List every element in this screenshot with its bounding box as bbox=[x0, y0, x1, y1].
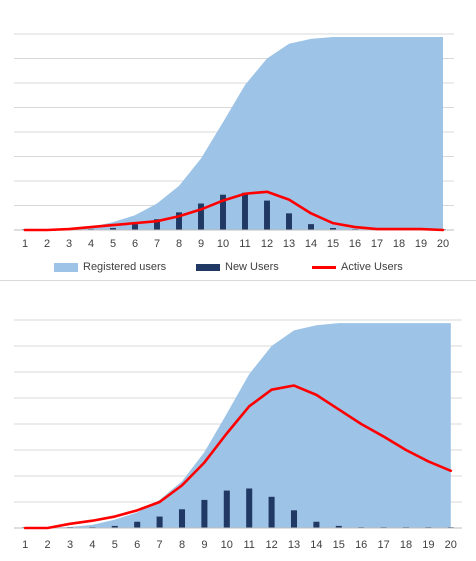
x-tick-label-20: 20 bbox=[445, 539, 457, 551]
legend-swatch-new-users bbox=[196, 263, 220, 271]
bar-new-users-7 bbox=[154, 219, 160, 230]
bar-new-users-13 bbox=[290, 510, 298, 528]
x-tick-label-3: 3 bbox=[67, 539, 73, 551]
x-tick-label-20: 20 bbox=[437, 238, 449, 250]
bar-new-users-11 bbox=[246, 488, 253, 528]
x-tick-label-7: 7 bbox=[157, 539, 163, 551]
area-registered-users bbox=[25, 36, 443, 230]
x-tick-label-11: 11 bbox=[243, 539, 254, 551]
bar-new-users-9 bbox=[201, 499, 208, 528]
x-tick-label-6: 6 bbox=[134, 539, 140, 551]
x-tick-label-14: 14 bbox=[305, 238, 317, 250]
bar-new-users-12 bbox=[264, 200, 270, 230]
x-tick-label-10: 10 bbox=[217, 238, 229, 250]
x-tick-label-1: 1 bbox=[22, 539, 28, 551]
x-tick-label-8: 8 bbox=[176, 238, 182, 250]
x-tick-label-12: 12 bbox=[261, 238, 273, 250]
legend-item-registered: Registered users bbox=[54, 258, 166, 276]
bars-new-users bbox=[22, 488, 454, 528]
bar-new-users-6 bbox=[134, 521, 141, 528]
bar-new-users-10 bbox=[223, 490, 230, 528]
bar-new-users-11 bbox=[242, 192, 248, 230]
line-active-users bbox=[23, 384, 453, 530]
bar-new-users-14 bbox=[313, 521, 320, 528]
legend-swatch-registered bbox=[54, 262, 78, 272]
bar-new-users-13 bbox=[286, 213, 292, 230]
x-tick-label-4: 4 bbox=[89, 539, 95, 551]
x-tick-label-16: 16 bbox=[355, 539, 367, 551]
bar-new-users-15 bbox=[330, 228, 336, 230]
legend-label-new-users: New Users bbox=[225, 261, 279, 273]
x-tick-label-11: 11 bbox=[239, 238, 250, 250]
bar-new-users-8 bbox=[178, 509, 186, 528]
legend-label-active: Active Users bbox=[341, 261, 403, 273]
bar-new-users-15 bbox=[335, 525, 342, 528]
x-tick-label-13: 13 bbox=[283, 238, 295, 250]
chart-panel-bottom: 1 2 3 4 5 6 7 8 9 10 11 12 13 14 15 16 17 18 19 20 bbox=[0, 281, 476, 561]
x-tick-label-15: 15 bbox=[333, 539, 345, 551]
bar-new-users-12 bbox=[268, 496, 275, 528]
legend: Registered users New Users Active Users bbox=[0, 258, 476, 276]
legend-item-new-users: New Users bbox=[196, 258, 279, 276]
x-tick-label-18: 18 bbox=[400, 539, 412, 551]
bar-new-users-5 bbox=[111, 525, 118, 528]
x-tick-label-6: 6 bbox=[132, 238, 138, 250]
bars-new-users bbox=[22, 192, 446, 230]
x-tick-label-7: 7 bbox=[154, 238, 160, 250]
chart-bottom: 1 2 3 4 5 6 7 8 9 10 11 12 13 14 15 16 17 18 19 20 bbox=[14, 319, 462, 551]
x-tick-label-5: 5 bbox=[112, 539, 118, 551]
bar-new-users-8 bbox=[176, 212, 182, 230]
bar-new-users-14 bbox=[308, 224, 314, 230]
bar-new-users-9 bbox=[198, 203, 204, 230]
x-tick-label-8: 8 bbox=[179, 539, 185, 551]
x-tick-labels: 1 2 3 4 5 6 7 8 9 10 11 12 13 14 15 16 17 18 19 20 bbox=[22, 238, 449, 250]
x-tick-label-18: 18 bbox=[393, 238, 405, 250]
x-tick-label-15: 15 bbox=[327, 238, 339, 250]
line-active-users bbox=[23, 190, 445, 232]
x-tick-label-17: 17 bbox=[377, 539, 389, 551]
x-tick-label-1: 1 bbox=[22, 238, 28, 250]
legend-swatch-active bbox=[312, 265, 336, 269]
x-tick-label-19: 19 bbox=[415, 238, 427, 250]
x-tick-label-19: 19 bbox=[422, 539, 434, 551]
x-tick-label-17: 17 bbox=[371, 238, 383, 250]
x-tick-label-9: 9 bbox=[201, 539, 207, 551]
bar-new-users-5 bbox=[110, 228, 116, 230]
bar-new-users-7 bbox=[156, 516, 163, 528]
bar-new-users-10 bbox=[220, 194, 226, 230]
x-tick-labels: 1 2 3 4 5 6 7 8 9 10 11 12 13 14 15 16 17 18 19 20 bbox=[22, 539, 457, 551]
x-tick-label-2: 2 bbox=[45, 539, 51, 551]
legend-item-active: Active Users bbox=[312, 258, 403, 276]
x-tick-label-10: 10 bbox=[221, 539, 233, 551]
legend-label-registered: Registered users bbox=[83, 261, 167, 273]
x-tick-label-12: 12 bbox=[265, 539, 277, 551]
x-tick-label-16: 16 bbox=[349, 238, 361, 250]
x-tick-label-5: 5 bbox=[110, 238, 116, 250]
x-tick-label-4: 4 bbox=[88, 238, 94, 250]
area-registered-users bbox=[25, 323, 451, 528]
x-tick-label-2: 2 bbox=[44, 238, 50, 250]
x-tick-label-13: 13 bbox=[288, 539, 300, 551]
x-tick-label-9: 9 bbox=[198, 238, 204, 250]
x-tick-label-14: 14 bbox=[310, 539, 322, 551]
chart-top: 1 2 3 4 5 6 7 8 9 10 11 12 13 14 15 16 17 18 19 20 bbox=[14, 33, 454, 250]
bar-new-users-6 bbox=[132, 224, 138, 230]
x-tick-label-3: 3 bbox=[66, 238, 72, 250]
chart-panel-top: 1 2 3 4 5 6 7 8 9 10 11 12 13 14 15 16 17 18 19 20 Register… bbox=[0, 33, 476, 281]
